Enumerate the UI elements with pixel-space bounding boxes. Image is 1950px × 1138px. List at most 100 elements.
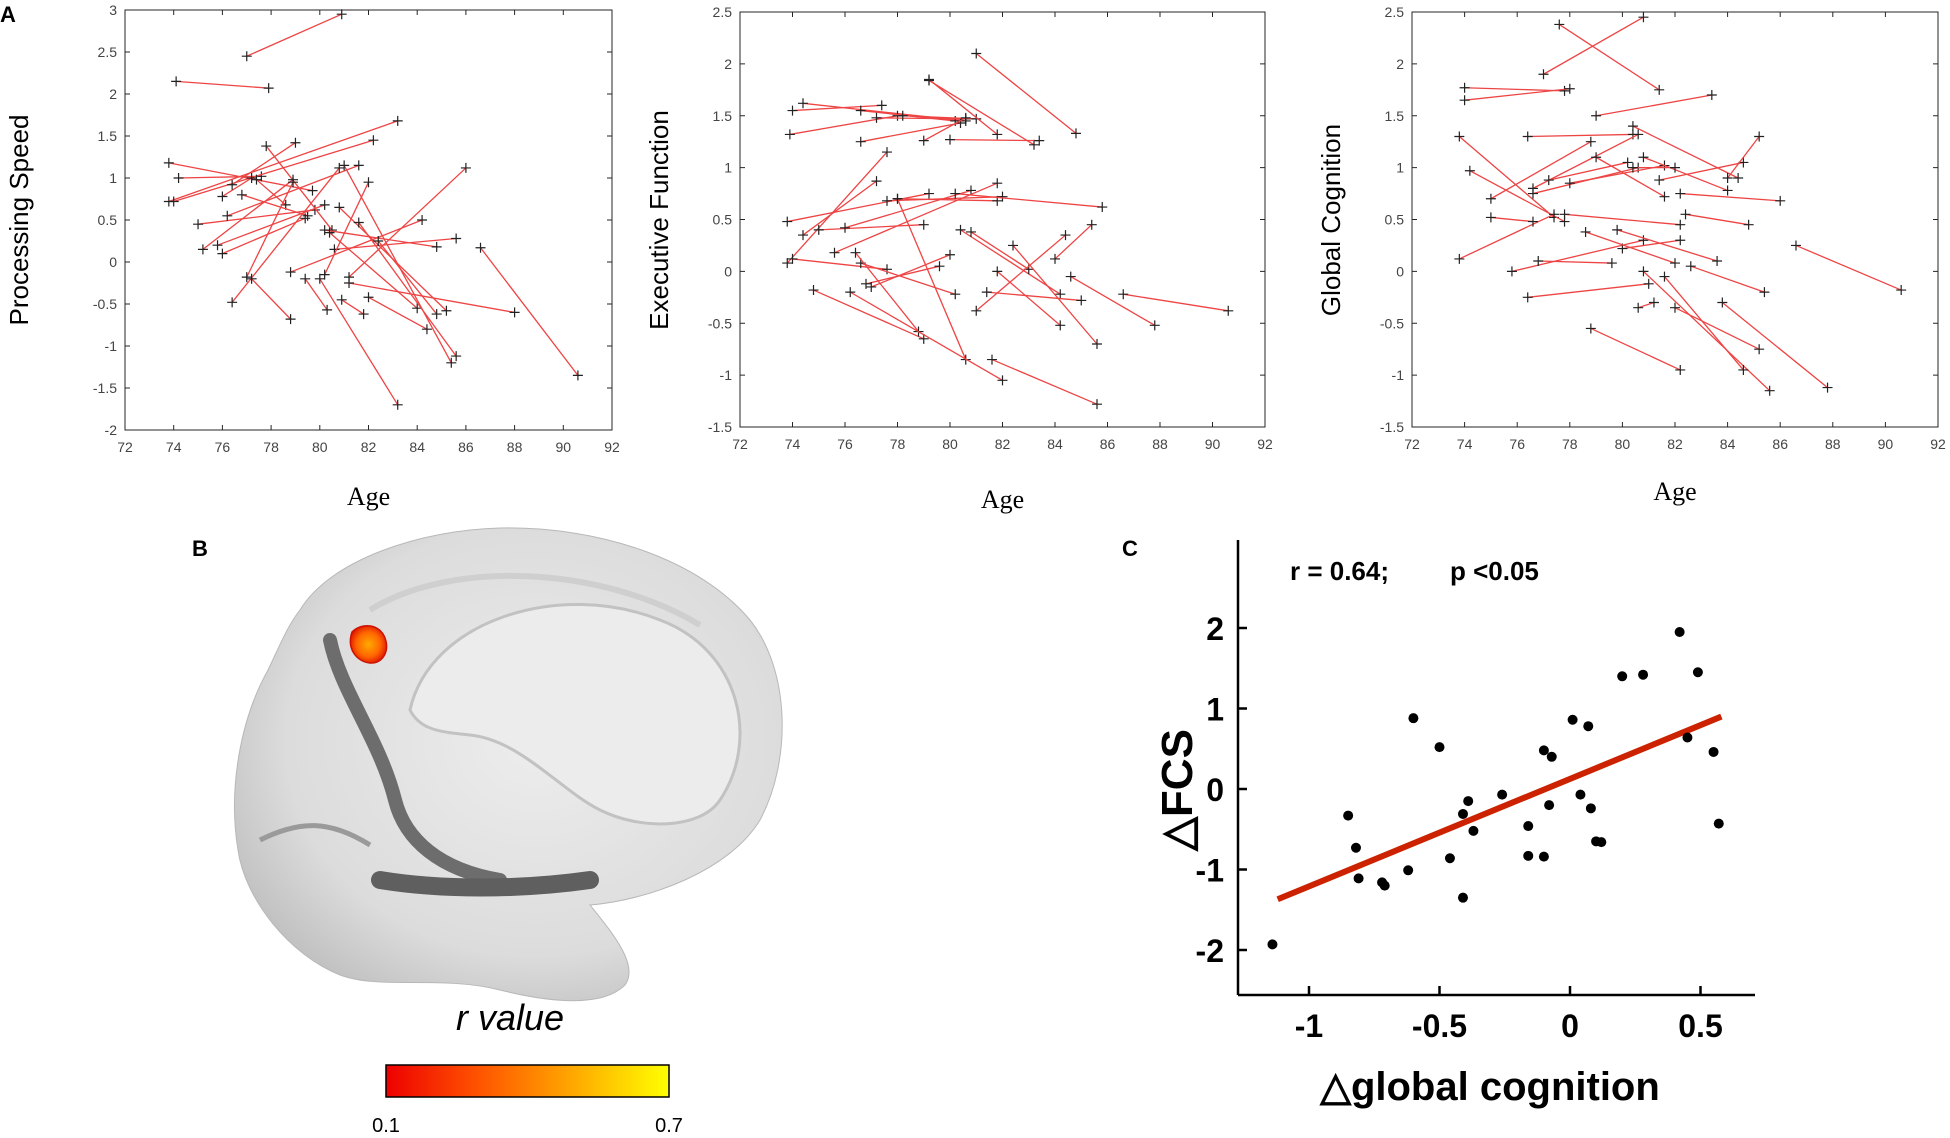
trajectory-line [231, 167, 340, 303]
subject-trajectory [173, 171, 267, 183]
plus-marker [421, 324, 432, 335]
plus-marker [1485, 212, 1496, 223]
trajectory-line [1663, 276, 1744, 371]
plus-marker [1585, 136, 1596, 147]
plus-marker [1643, 278, 1654, 289]
plus-marker [829, 247, 840, 258]
scatter-point [1544, 800, 1555, 811]
plus-marker [892, 193, 903, 204]
plus-marker [1549, 209, 1560, 220]
plus-marker [241, 51, 252, 62]
subject-trajectory [955, 224, 1066, 300]
plus-marker [1008, 240, 1018, 251]
subject-trajectory [363, 292, 432, 335]
plus-marker [451, 233, 462, 244]
plus-marker [1659, 271, 1670, 282]
colorbar-min-label: 0.1 [372, 1115, 400, 1137]
trajectory-line [949, 138, 1040, 142]
plus-marker [798, 230, 808, 241]
subject-trajectory [197, 174, 299, 255]
y-tick-label: 1.5 [1385, 108, 1405, 124]
y-tick-label: 0 [109, 254, 117, 270]
y-tick-label: 2.5 [98, 44, 118, 60]
scatter-point [1638, 669, 1649, 680]
trajectory-line [1685, 213, 1749, 226]
plus-marker [168, 196, 179, 207]
trajectory-line [860, 262, 956, 295]
plus-marker [314, 273, 325, 284]
plus-marker [392, 115, 403, 126]
trajectory-line [1538, 260, 1612, 264]
y-tick-label: -0.5 [708, 315, 732, 331]
plus-marker [217, 248, 228, 259]
brain-sulcus-parieto-occipital [323, 633, 507, 887]
x-tick-label: 74 [166, 439, 182, 455]
subject-trajectory [1790, 240, 1907, 296]
plus-marker [217, 191, 228, 202]
plus-marker [1738, 364, 1749, 375]
y-axis-label: Global Cognition [1316, 124, 1346, 316]
subject-trajectory [1459, 82, 1570, 96]
trajectory-line [897, 198, 998, 202]
plus-marker [246, 273, 257, 284]
trajectory-line [173, 139, 374, 203]
x-tick-label: 88 [1825, 436, 1841, 452]
y-tick-label: 1 [724, 160, 732, 176]
trajectory-line [227, 164, 359, 217]
subject-trajectory [784, 110, 903, 140]
plus-marker [1591, 110, 1602, 121]
scatter-point [1497, 789, 1508, 800]
subject-trajectory [227, 162, 345, 308]
trajectory-line [955, 192, 1103, 208]
plus-marker [193, 219, 204, 230]
plus-marker [1638, 152, 1649, 163]
subject-trajectory [992, 266, 1066, 331]
trajectory-line [1595, 156, 1665, 198]
scatter-point [1583, 721, 1594, 732]
subject-trajectory [1527, 129, 1644, 194]
plus-marker [992, 129, 1003, 140]
plus-marker [1633, 129, 1644, 140]
plus-marker [1654, 84, 1665, 95]
trajectory-line [792, 104, 882, 112]
plus-marker [845, 287, 856, 298]
trajectory-line [1564, 213, 1681, 226]
panel-label-a: A [0, 2, 16, 27]
plus-marker [353, 217, 364, 228]
trajectory-line [1543, 16, 1644, 75]
subject-trajectory [319, 225, 442, 252]
plus-marker [1522, 292, 1533, 303]
subject-trajectory [193, 204, 320, 230]
subject-trajectory [787, 253, 892, 275]
subject-trajectory [813, 219, 929, 235]
plus-marker [1034, 135, 1045, 146]
trajectory-line [324, 229, 437, 248]
plus-marker [227, 297, 238, 308]
annotation-r: r = 0.64; [1290, 556, 1389, 586]
x-tick-label: 82 [361, 439, 377, 455]
plus-marker [222, 210, 233, 221]
x-tick-label: 72 [1404, 436, 1420, 452]
trajectory-line [986, 291, 1082, 302]
plus-marker [1585, 323, 1596, 334]
trajectory-line [1616, 229, 1718, 262]
brain-corpus-callosum [408, 602, 742, 826]
subject-trajectory [1685, 261, 1770, 298]
trajectory-line [256, 179, 287, 206]
plus-marker [246, 173, 257, 183]
brain-medial-surface [234, 527, 783, 1002]
plus-marker [441, 305, 452, 316]
panel-label-c: C [1122, 536, 1138, 561]
trajectory-line [1070, 276, 1156, 326]
x-tick-label: 88 [507, 439, 523, 455]
x-tick-label: 80 [312, 439, 328, 455]
scatter-point [1674, 627, 1685, 638]
plus-marker [997, 375, 1008, 386]
y-axis-label: Processing Speed [4, 114, 34, 325]
scatter-point [1575, 789, 1586, 800]
subject-trajectory [845, 287, 1008, 386]
scatter-point [1463, 796, 1474, 807]
y-tick-label: 1 [1396, 160, 1404, 176]
subject-trajectory [344, 278, 520, 318]
subject-trajectory [798, 176, 882, 241]
